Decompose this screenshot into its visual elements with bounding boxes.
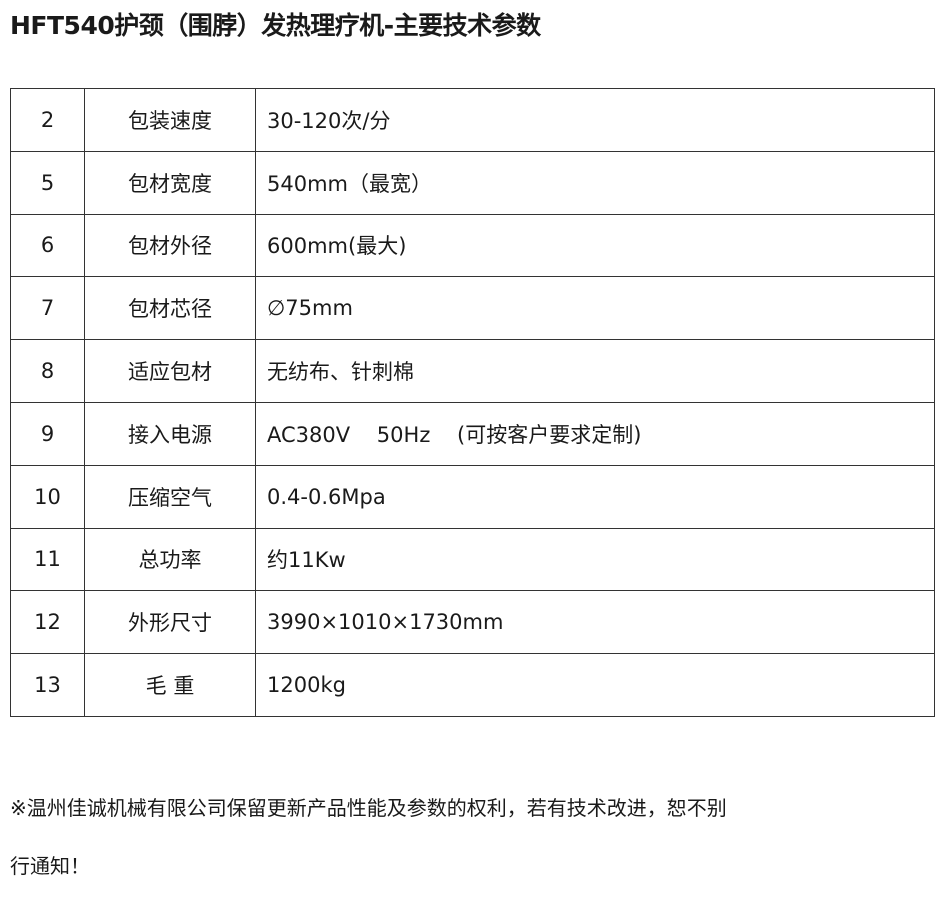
- row-number: 6: [10, 213, 85, 278]
- param-value: ∅75mm: [255, 276, 935, 341]
- disclaimer-line-2: 行通知！: [10, 854, 90, 878]
- page-title: HFT540护颈（围脖）发热理疗机-主要技术参数: [10, 11, 541, 40]
- param-value: 30-120次/分: [255, 88, 935, 152]
- table-row: 8 适应包材 无纺布、针刺棉: [10, 339, 935, 403]
- row-number: 5: [10, 150, 85, 215]
- param-value: 3990×1010×1730mm: [255, 590, 935, 655]
- table-row: 6 包材外径 600mm(最大): [10, 213, 935, 278]
- table-row: 5 包材宽度 540mm（最宽）: [10, 150, 935, 215]
- row-number: 13: [10, 653, 85, 717]
- row-number: 12: [10, 590, 85, 655]
- param-name: 包材宽度: [84, 150, 256, 215]
- table-row: 9 接入电源 AC380V 50Hz (可按客户要求定制): [10, 401, 935, 466]
- param-name: 总功率: [84, 527, 256, 592]
- row-number: 2: [10, 88, 85, 152]
- param-name: 适应包材: [84, 339, 256, 403]
- param-name: 包材芯径: [84, 276, 256, 341]
- table-row: 11 总功率 约11Kw: [10, 527, 935, 592]
- table-row: 7 包材芯径 ∅75mm: [10, 276, 935, 341]
- param-name: 外形尺寸: [84, 590, 256, 655]
- param-name: 毛 重: [84, 653, 256, 717]
- table-row: 2 包装速度 30-120次/分: [10, 88, 935, 152]
- row-number: 9: [10, 401, 85, 466]
- param-value: 0.4-0.6Mpa: [255, 464, 935, 529]
- table-row: 13 毛 重 1200kg: [10, 653, 935, 717]
- row-number: 8: [10, 339, 85, 403]
- param-value: 1200kg: [255, 653, 935, 717]
- row-number: 7: [10, 276, 85, 341]
- param-name: 包材外径: [84, 213, 256, 278]
- row-number: 11: [10, 527, 85, 592]
- table-row: 10 压缩空气 0.4-0.6Mpa: [10, 464, 935, 529]
- param-value: 600mm(最大): [255, 213, 935, 278]
- param-value: 540mm（最宽）: [255, 150, 935, 215]
- param-name: 压缩空气: [84, 464, 256, 529]
- row-number: 10: [10, 464, 85, 529]
- param-value: 约11Kw: [255, 527, 935, 592]
- param-value: AC380V 50Hz (可按客户要求定制): [255, 401, 935, 466]
- table-row: 12 外形尺寸 3990×1010×1730mm: [10, 590, 935, 655]
- disclaimer-line-1: ※温州佳诚机械有限公司保留更新产品性能及参数的权利，若有技术改进，恕不别: [10, 796, 727, 820]
- param-name: 接入电源: [84, 401, 256, 466]
- spec-table: 2 包装速度 30-120次/分 5 包材宽度 540mm（最宽） 6 包材外径 600mm(最…: [10, 88, 935, 717]
- param-name: 包装速度: [84, 88, 256, 152]
- param-value: 无纺布、针刺棉: [255, 339, 935, 403]
